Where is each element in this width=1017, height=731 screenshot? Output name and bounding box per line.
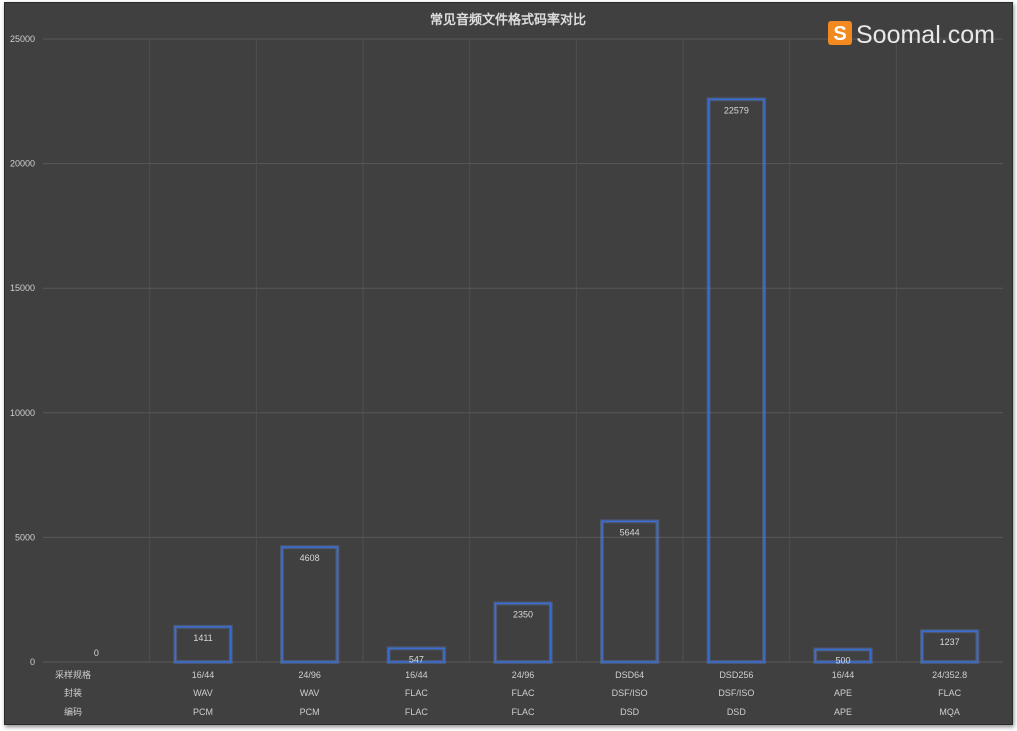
category-label: 24/352.8 [932, 670, 967, 680]
data-label: 5644 [620, 527, 640, 537]
data-label: 22579 [724, 105, 749, 115]
category-label: APE [834, 688, 852, 698]
category-label: FLAC [511, 688, 535, 698]
category-row-header: 封装 [64, 687, 82, 698]
data-label: 500 [835, 656, 850, 666]
bar [494, 602, 552, 663]
category-label: 16/44 [405, 670, 428, 680]
y-tick-label: 5000 [15, 532, 35, 542]
category-label: DSD256 [719, 670, 753, 680]
logo-text: Soomal.com [856, 21, 995, 49]
category-label: DSF/ISO [718, 688, 754, 698]
category-label: FLAC [938, 688, 962, 698]
bar [921, 630, 979, 663]
data-label: 1411 [193, 633, 212, 643]
category-row-header: 采样规格 [55, 669, 91, 680]
gridlines [43, 38, 1003, 663]
soomal-logo: S Soomal.com [828, 21, 995, 49]
category-label: FLAC [511, 707, 535, 717]
category-label: APE [834, 707, 852, 717]
bar [281, 546, 339, 663]
category-label: MQA [939, 707, 960, 717]
y-tick-label: 25000 [10, 34, 35, 44]
bar [387, 647, 445, 663]
category-label: FLAC [405, 707, 429, 717]
category-label: FLAC [405, 688, 429, 698]
bar-glow [599, 519, 660, 664]
data-label: 0 [94, 648, 99, 658]
bar [601, 520, 659, 663]
category-label: WAV [193, 688, 213, 698]
category-label: 24/96 [298, 670, 321, 680]
y-axis-ticks: 0 5000 10000 15000 20000 25000 [10, 34, 35, 667]
data-label: 4608 [300, 553, 320, 563]
category-label: DSF/ISO [612, 688, 648, 698]
category-label: DSD64 [615, 670, 644, 680]
bar [174, 626, 232, 663]
logo-icon [828, 21, 852, 45]
category-label: 24/96 [512, 670, 535, 680]
bar-glow [706, 97, 767, 665]
category-label: WAV [300, 688, 320, 698]
data-labels: 0 1411 4608 547 2350 5644 22579 500 1237 [94, 105, 960, 665]
category-label: 16/44 [192, 670, 215, 680]
data-label: 547 [409, 654, 424, 664]
category-label: 16/44 [832, 670, 855, 680]
chart-frame: 0 1411 4608 547 2350 5644 22579 500 1237 0 5000 10… [4, 2, 1013, 725]
category-label: DSD [727, 707, 747, 717]
bar-glow [279, 545, 340, 664]
category-label: DSD [620, 707, 640, 717]
y-tick-label: 15000 [10, 283, 35, 293]
bar [707, 98, 765, 663]
y-tick-label: 20000 [10, 159, 35, 169]
y-tick-label: 10000 [10, 408, 35, 418]
data-label: 2350 [513, 609, 533, 619]
logo-icon-glyph: S [833, 23, 846, 45]
category-table: 采样规格 16/44 24/96 16/44 24/96 DSD64 DSD256 16/44… [55, 669, 967, 717]
chart-title: 常见音频文件格式码率对比 [430, 12, 586, 28]
y-tick-label: 0 [30, 657, 35, 667]
category-label: PCM [193, 707, 213, 717]
bars [173, 97, 980, 665]
bar [814, 648, 872, 663]
bar-chart: 0 1411 4608 547 2350 5644 22579 500 1237 0 5000 10… [10, 12, 1003, 717]
data-label: 1237 [940, 637, 960, 647]
category-label: PCM [300, 707, 320, 717]
category-row-header: 编码 [64, 706, 82, 717]
